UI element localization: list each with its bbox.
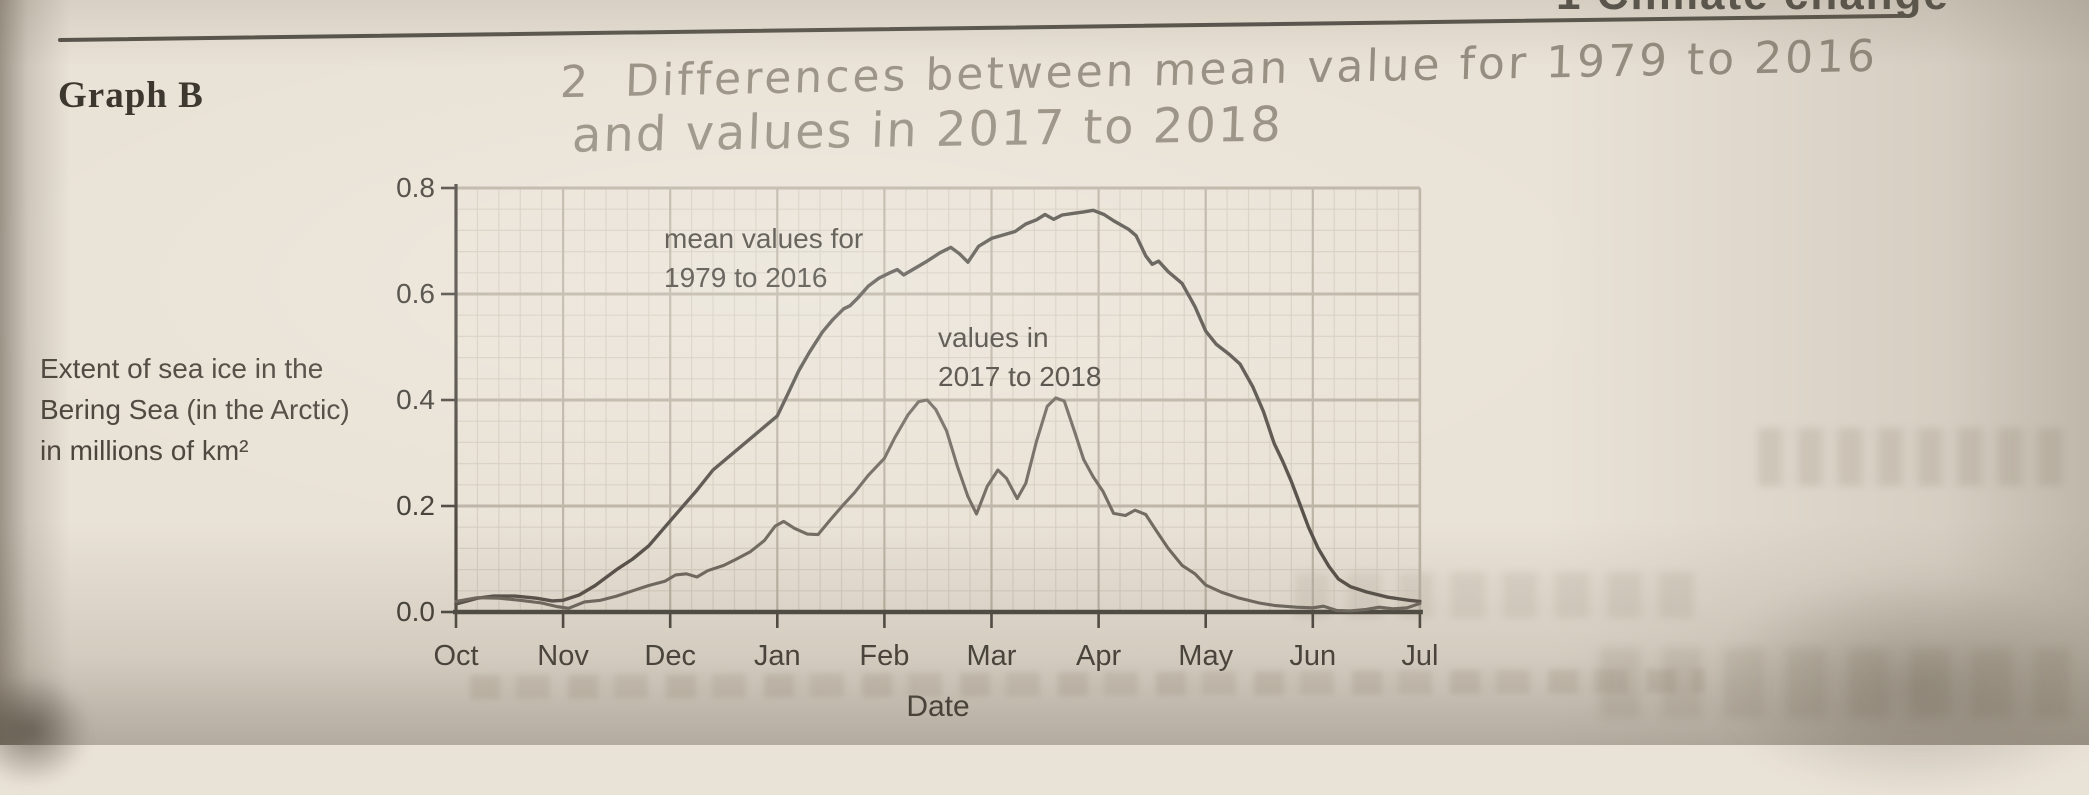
photo-corner-shadow: [0, 675, 90, 785]
annotation-line: values in: [938, 322, 1049, 353]
photo-corner-shadow: [1709, 575, 2089, 795]
annotation-line: 2017 to 2018: [938, 361, 1102, 392]
annotation-line: mean values for: [664, 223, 864, 254]
annotation-mean-series: mean values for 1979 to 2016: [664, 219, 863, 297]
values-2017-2018-curve: [454, 396, 1422, 613]
annotation-line: 1979 to 2016: [664, 262, 828, 293]
annotation-2017-series: values in 2017 to 2018: [938, 318, 1102, 396]
mean-1979-2016-curve: [454, 208, 1422, 606]
